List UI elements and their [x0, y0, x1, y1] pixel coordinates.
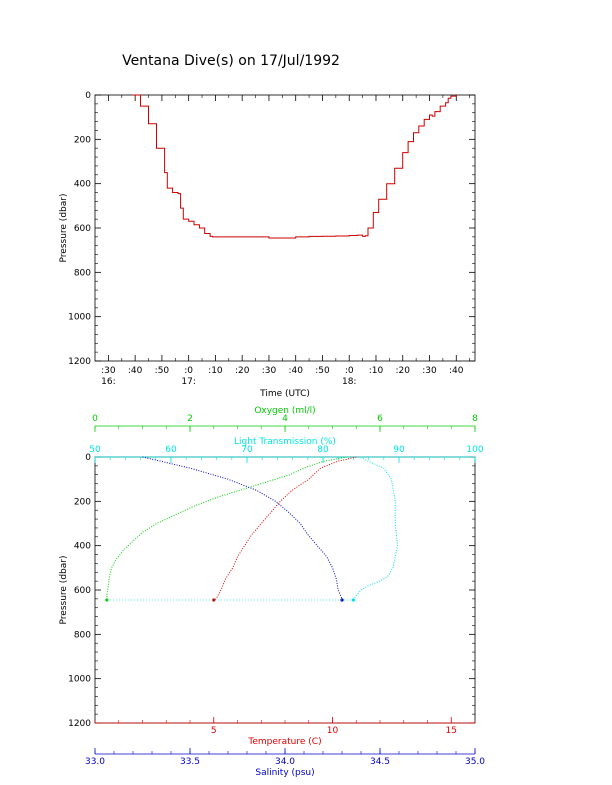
top-y-tick-label: 200	[74, 135, 91, 145]
oxygen-axis-tick-label: 4	[282, 414, 288, 424]
temperature-axis-tick-label: 5	[211, 726, 217, 736]
bottom-axis-ticks: 0 200 400 600 800 1000 1200 0 2 4 6 8 50 60 70 80 90 100 5…	[68, 414, 485, 767]
top-x-tick-label: :10	[369, 366, 384, 376]
temperature-axis-tick-label: 15	[446, 726, 457, 736]
profile-chart: 0 200 400 600 800 1000 1200 0 2 4 6 8 50 60 70 80 90 100 5…	[59, 406, 485, 778]
top-x-tick-label: :30	[101, 366, 116, 376]
dive-time-depth-chart: 0 200 400 600 800 1000 1200 :30 :40 :50 :0 :10 :20 :3…	[59, 91, 476, 399]
top-y-axis-label: Pressure (dbar)	[59, 194, 69, 263]
top-y-tick-label: 400	[74, 180, 91, 190]
dive-depth-trace	[132, 94, 457, 239]
temperature-bottom-point	[212, 598, 216, 602]
light-axis-tick-label: 100	[466, 445, 483, 455]
light-axis-tick-label: 60	[165, 445, 177, 455]
bottom-series-layer	[105, 456, 399, 602]
top-x-tick-label: :0	[184, 366, 193, 376]
top-y-tick-label: 0	[85, 91, 91, 101]
oxygen-axis-tick-label: 0	[92, 414, 98, 424]
bottom-y-tick-label: 1000	[68, 675, 91, 685]
light-axis-tick-label: 70	[241, 445, 253, 455]
bottom-y-tick-label: 0	[85, 453, 91, 463]
top-x-hour-label: 16:	[101, 377, 115, 387]
salinity-axis-tick-label: 33.5	[180, 757, 200, 767]
temperature-axis-label: Temperature (C)	[247, 737, 321, 747]
salinity-axis-label: Salinity (psu)	[255, 768, 314, 778]
temperature-axis-tick-label: 10	[327, 726, 339, 736]
top-y-tick-label: 800	[74, 268, 91, 278]
bottom-y-tick-label: 400	[74, 542, 91, 552]
top-x-tick-label: :10	[208, 366, 223, 376]
bottom-y-tick-label: 1200	[68, 719, 91, 729]
salinity-profile-trace	[142, 456, 343, 600]
top-axis-ticks: 0 200 400 600 800 1000 1200 :30 :40 :50 :0 :10 :20 :3…	[68, 91, 475, 387]
light-axis-tick-label: 50	[89, 445, 101, 455]
figure-title: Ventana Dive(s) on 17/Jul/1992	[122, 53, 340, 69]
light-axis-label: Light Transmission (%)	[234, 437, 336, 447]
oxygen-profile-trace	[106, 456, 347, 600]
salinity-axis-tick-label: 33.0	[85, 757, 105, 767]
salinity-axis-tick-label: 35.0	[465, 757, 485, 767]
top-x-hour-label: 18:	[342, 377, 356, 387]
bottom-y-tick-label: 800	[74, 630, 91, 640]
top-x-tick-label: :30	[422, 366, 437, 376]
top-plot-frame	[94, 94, 476, 362]
oxygen-axis-tick-label: 6	[377, 414, 383, 424]
temperature-profile-trace	[213, 456, 357, 601]
top-x-tick-label: :0	[345, 366, 354, 376]
top-x-tick-label: :40	[128, 366, 143, 376]
top-x-tick-label: :20	[235, 366, 250, 376]
top-x-tick-label: :40	[449, 366, 464, 376]
light-profile-trace	[352, 456, 399, 600]
bottom-y-tick-label: 600	[74, 586, 91, 596]
top-x-tick-label: :50	[315, 366, 330, 376]
oxygen-axis-tick-label: 2	[187, 414, 193, 424]
top-x-tick-label: :30	[262, 366, 277, 376]
bottom-y-axis-label: Pressure (dbar)	[59, 556, 69, 625]
top-x-tick-label: :40	[288, 366, 303, 376]
oxygen-axis-tick-label: 8	[472, 414, 478, 424]
top-x-axis-label: Time (UTC)	[259, 389, 310, 399]
top-x-tick-label: :20	[396, 366, 411, 376]
top-x-tick-label: :50	[155, 366, 170, 376]
top-x-hour-label: 17:	[181, 377, 195, 387]
salinity-bottom-point	[340, 598, 344, 602]
light-axis-tick-label: 90	[393, 445, 405, 455]
top-y-tick-label: 600	[74, 224, 91, 234]
top-series-layer	[132, 94, 457, 239]
light-axis-tick-label: 80	[317, 445, 329, 455]
bottom-y-tick-label: 200	[74, 497, 91, 507]
oxygen-axis-label: Oxygen (ml/l)	[254, 406, 315, 416]
top-y-tick-label: 1000	[68, 313, 91, 323]
salinity-axis-tick-label: 34.0	[275, 757, 295, 767]
top-y-tick-label: 1200	[68, 357, 91, 367]
salinity-axis-tick-label: 34.5	[370, 757, 390, 767]
